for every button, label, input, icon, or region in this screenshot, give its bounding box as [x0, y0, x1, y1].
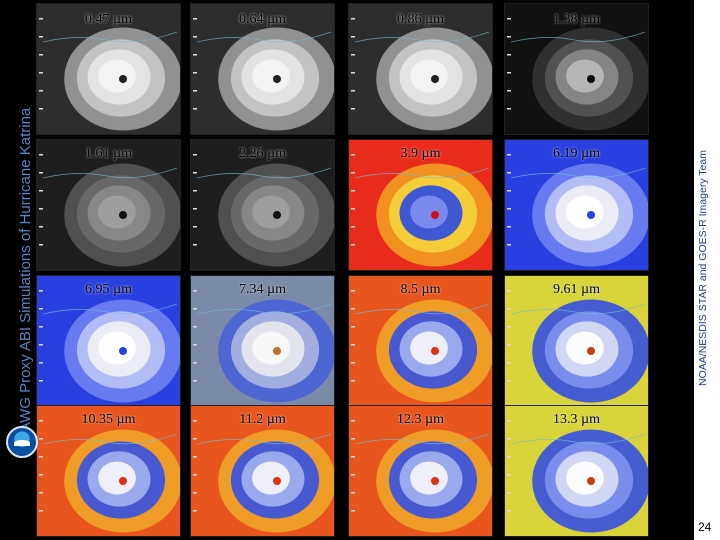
band-panel: 8.5 µm [348, 275, 493, 407]
band-panel: 12.3 µm [348, 405, 493, 537]
band-label: 0.47 µm [85, 12, 132, 27]
satellite-image [349, 406, 492, 536]
satellite-image [505, 4, 648, 134]
band-label: 1.38 µm [553, 12, 600, 27]
satellite-image [37, 276, 180, 406]
satellite-image [37, 4, 180, 134]
satellite-image [191, 276, 334, 406]
band-label: 12.3 µm [397, 412, 444, 427]
satellite-image [191, 140, 334, 270]
band-panel: 1.61 µm [36, 139, 181, 271]
noaa-logo-icon [6, 426, 38, 458]
band-label: 1.61 µm [85, 146, 132, 161]
band-panel: 7.34 µm [190, 275, 335, 407]
band-panel: 2.26 µm [190, 139, 335, 271]
band-panel: 0.86 µm [348, 3, 493, 135]
band-label: 2.26 µm [239, 146, 286, 161]
satellite-image [505, 276, 648, 406]
band-label: 3.9 µm [400, 146, 441, 161]
satellite-image [349, 140, 492, 270]
satellite-image [349, 276, 492, 406]
band-panel: 9.61 µm [504, 275, 649, 407]
band-panel: 3.9 µm [348, 139, 493, 271]
band-label: 8.5 µm [400, 282, 441, 297]
band-panel: 6.19 µm [504, 139, 649, 271]
satellite-image [191, 406, 334, 536]
band-panel: 0.47 µm [36, 3, 181, 135]
band-label: 7.34 µm [239, 282, 286, 297]
satellite-image [37, 140, 180, 270]
band-panel: 10.35 µm [36, 405, 181, 537]
right-margin [694, 0, 720, 540]
page-number: 24 [698, 520, 712, 534]
band-label: 11.2 µm [239, 412, 286, 427]
satellite-image [505, 140, 648, 270]
satellite-image [349, 4, 492, 134]
satellite-image [37, 406, 180, 536]
satellite-image [191, 4, 334, 134]
band-label: 9.61 µm [553, 282, 600, 297]
band-panel: 13.3 µm [504, 405, 649, 537]
band-panel: 1.38 µm [504, 3, 649, 135]
band-panel: 6.95 µm [36, 275, 181, 407]
band-label: 6.95 µm [85, 282, 132, 297]
band-panel: 0.64 µm [190, 3, 335, 135]
band-label: 0.64 µm [239, 12, 286, 27]
band-panel: 11.2 µm [190, 405, 335, 537]
band-label: 10.35 µm [81, 412, 136, 427]
image-grid: 0.47 µm 0.64 µm 0.86 µm 1.38 µm 1.61 µm 2.26 … [36, 3, 649, 537]
band-label: 6.19 µm [553, 146, 600, 161]
satellite-image [505, 406, 648, 536]
band-label: 0.86 µm [397, 12, 444, 27]
band-label: 13.3 µm [553, 412, 600, 427]
